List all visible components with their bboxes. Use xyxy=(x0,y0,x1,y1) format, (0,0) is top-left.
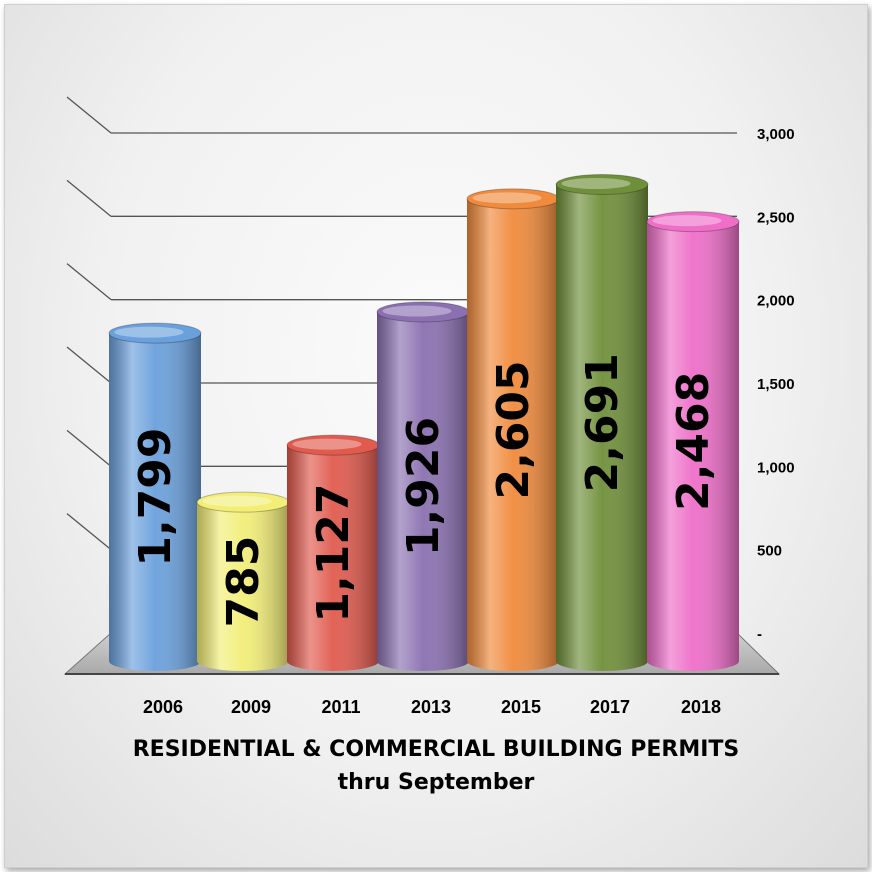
bar-shading xyxy=(109,333,201,671)
x-tick-label: 2015 xyxy=(501,697,541,717)
bar-top-highlight xyxy=(292,438,362,450)
y-tick-label: 2,000 xyxy=(757,293,795,310)
gridline-side xyxy=(66,263,112,301)
x-tick-label: 2013 xyxy=(411,697,451,717)
y-tick-label: 2,500 xyxy=(757,209,795,226)
data-label: 785 xyxy=(218,536,269,628)
bar-top-highlight xyxy=(202,495,272,507)
bar-2015 xyxy=(466,188,560,672)
data-label: 2,468 xyxy=(668,372,719,511)
bar-top xyxy=(108,322,202,344)
gridline-side xyxy=(66,346,112,384)
bar-shading xyxy=(197,502,289,671)
bar-shading xyxy=(467,198,559,672)
bar-top-highlight xyxy=(114,326,184,338)
bar-2009 xyxy=(196,491,290,671)
gridline-side xyxy=(66,429,112,467)
y-tick-label: 1,500 xyxy=(757,376,795,393)
data-label: 1,127 xyxy=(308,483,359,622)
gridline-side xyxy=(66,179,112,217)
bar-2017 xyxy=(555,174,649,671)
y-tick-label: 500 xyxy=(757,543,782,560)
x-tick-label: 2011 xyxy=(321,697,360,717)
data-label: 1,926 xyxy=(398,417,449,556)
chart-subtitle: thru September xyxy=(337,770,535,795)
gridline-side xyxy=(66,513,112,551)
data-label: 1,799 xyxy=(130,427,181,566)
bar-top-highlight xyxy=(472,192,542,204)
bar-top xyxy=(555,174,649,195)
bar-top xyxy=(646,211,740,233)
bar-2011 xyxy=(286,434,380,671)
chart-title-main: RESIDENTIAL & COMMERCIAL BUILDING PERMIT… xyxy=(132,737,740,762)
bar-2006 xyxy=(108,322,202,671)
bar-shading xyxy=(287,445,379,671)
x-tick-label: 2018 xyxy=(681,697,721,717)
x-tick-label: 2006 xyxy=(143,697,183,717)
chart-plot: - 500 1,000 1,500 2,000 2,500 3,000 1,799 2006 78… xyxy=(63,96,795,717)
bar-shading xyxy=(556,184,648,671)
bar-top-highlight xyxy=(382,305,452,317)
bar-top-highlight xyxy=(561,178,631,189)
y-tick-label: 3,000 xyxy=(757,126,795,143)
data-label: 2,605 xyxy=(488,360,539,499)
y-tick-label: - xyxy=(757,626,762,643)
bar-shading xyxy=(377,312,469,671)
bar-shading xyxy=(647,221,739,671)
chart-frame: - 500 1,000 1,500 2,000 2,500 3,000 1,799 2006 78… xyxy=(4,4,868,868)
x-tick-label: 2017 xyxy=(590,697,630,717)
bar-top-highlight xyxy=(652,215,722,227)
data-label: 2,691 xyxy=(577,353,628,492)
y-tick-label: 1,000 xyxy=(757,459,795,476)
gridline-side xyxy=(66,96,112,134)
bar-2018 xyxy=(646,211,740,671)
x-tick-label: 2009 xyxy=(231,697,271,717)
bar-2013 xyxy=(376,301,470,671)
chart-title: RESIDENTIAL & COMMERCIAL BUILDING PERMIT… xyxy=(5,733,867,799)
